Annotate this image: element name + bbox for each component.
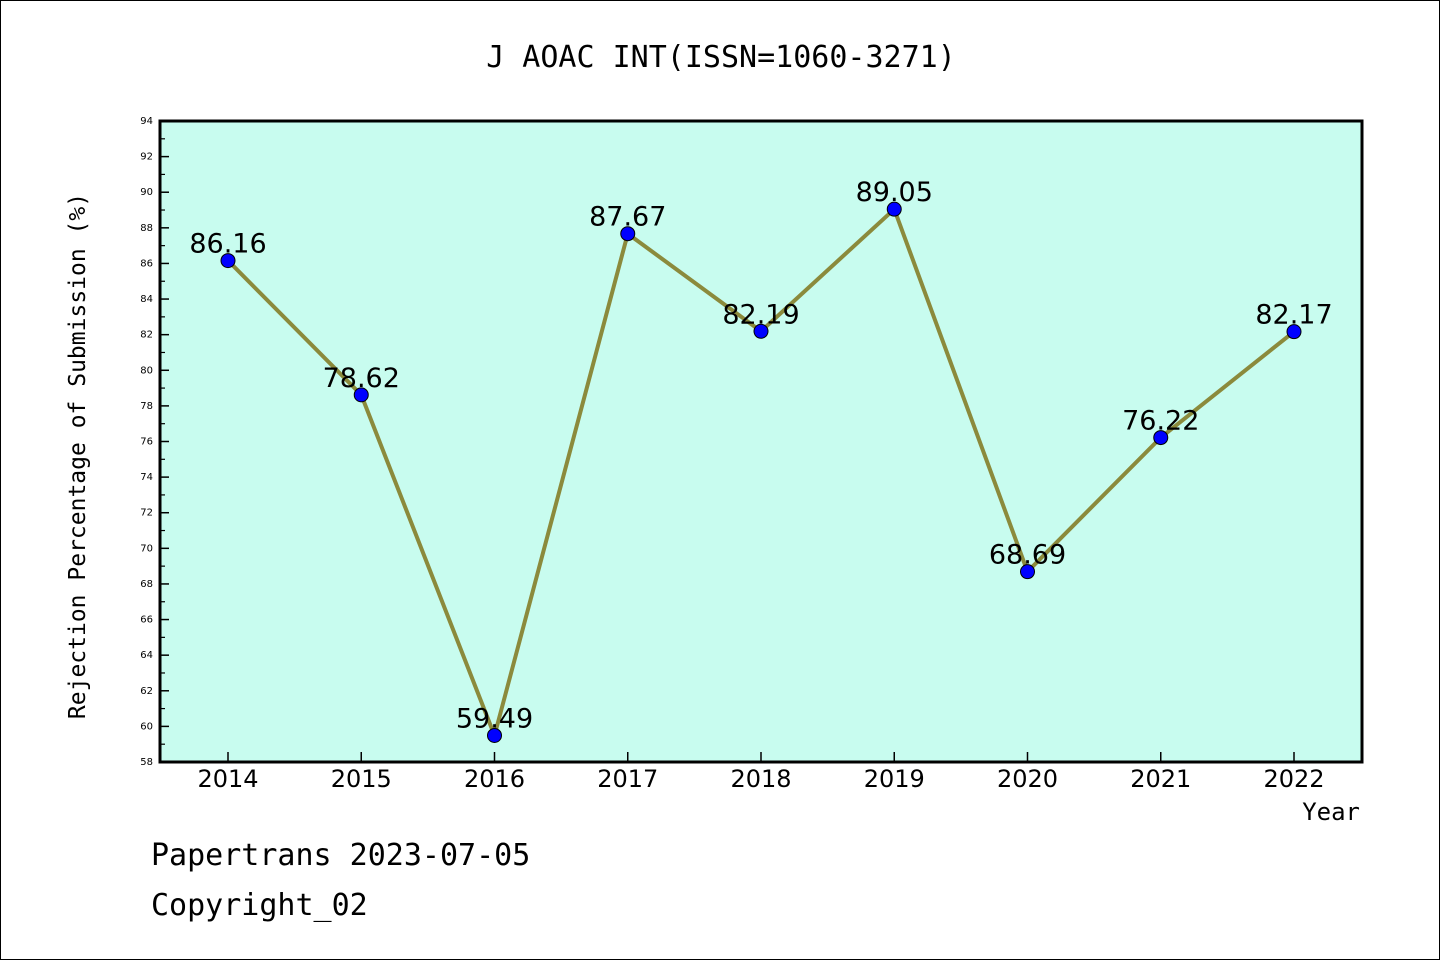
data-value-label: 86.16 — [189, 229, 266, 260]
y-tick-label: 64 — [140, 650, 153, 661]
data-point — [1020, 564, 1035, 580]
data-point — [487, 727, 502, 743]
x-tick-label: 2015 — [331, 765, 392, 793]
x-tick-label: 2017 — [597, 765, 658, 793]
data-value-label: 87.67 — [589, 202, 666, 233]
x-tick-label: 2019 — [864, 765, 925, 793]
data-point — [753, 323, 769, 339]
y-axis-label: Rejection Percentage of Submission (%) — [65, 193, 91, 719]
footer-copyright: Copyright_02 — [151, 888, 368, 923]
x-tick-label: 2016 — [464, 765, 525, 793]
y-tick-label: 90 — [140, 187, 153, 198]
x-tick-label: 2022 — [1263, 765, 1324, 793]
x-axis: 2014 2015 2016 2017 2018 2019 2020 2021 2022 — [197, 752, 1325, 793]
y-tick-label: 82 — [140, 330, 153, 341]
footer-date: Papertrans 2023-07-05 — [151, 838, 530, 873]
data-labels: 86.16 78.62 59.49 87.67 82.19 89.05 68.69 76.22… — [189, 177, 1332, 734]
plot-area — [158, 119, 1364, 764]
data-point — [220, 253, 236, 269]
y-axis: 58 60 62 64 66 68 70 72 74 76 78 80 82 84 86 88 90 92 94 — [140, 116, 169, 768]
y-tick-label: 58 — [140, 757, 153, 768]
y-tick-label: 92 — [140, 152, 153, 163]
data-point — [353, 387, 369, 403]
y-tick-label: 76 — [140, 437, 153, 448]
y-tick-label: 86 — [140, 258, 153, 269]
y-tick-label: 88 — [140, 223, 153, 234]
data-point — [886, 201, 902, 217]
y-tick-label: 80 — [140, 365, 153, 376]
x-tick-label: 2020 — [997, 765, 1058, 793]
data-point — [1286, 324, 1302, 340]
y-tick-label: 94 — [140, 116, 153, 127]
data-value-label: 68.69 — [989, 540, 1066, 571]
chart-title: J AOAC INT(ISSN=1060-3271) — [486, 40, 956, 75]
data-value-label: 59.49 — [456, 703, 533, 734]
y-tick-label: 74 — [140, 472, 153, 483]
y-tick-label: 60 — [140, 721, 153, 732]
x-tick-label: 2018 — [730, 765, 791, 793]
data-value-label: 89.05 — [856, 177, 933, 208]
data-point — [620, 226, 636, 242]
y-tick-label: 62 — [140, 686, 153, 697]
x-tick-label: 2021 — [1130, 765, 1191, 793]
series-layer — [220, 201, 1302, 743]
data-value-label: 82.17 — [1255, 300, 1332, 331]
x-tick-label: 2014 — [197, 765, 258, 793]
data-value-label: 78.62 — [323, 363, 400, 394]
data-value-label: 82.19 — [722, 299, 799, 330]
y-tick-label: 66 — [140, 615, 153, 626]
y-tick-label: 84 — [140, 294, 153, 305]
y-tick-label: 70 — [140, 543, 153, 554]
y-tick-label: 68 — [140, 579, 153, 590]
y-tick-label: 78 — [140, 401, 153, 412]
x-axis-label: Year — [1302, 798, 1360, 826]
data-point — [1153, 430, 1169, 446]
y-tick-label: 72 — [140, 508, 153, 519]
data-value-label: 76.22 — [1122, 406, 1199, 437]
